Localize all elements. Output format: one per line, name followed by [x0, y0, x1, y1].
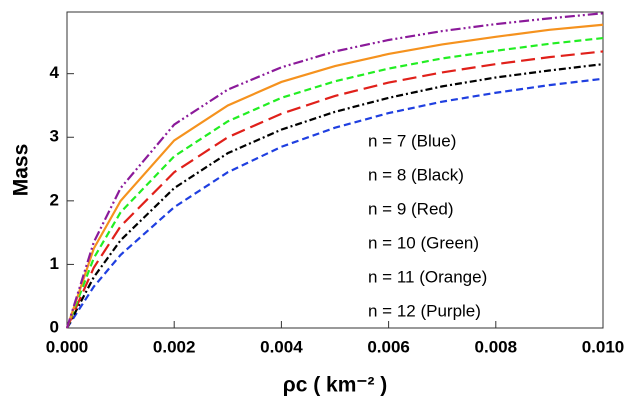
x-axis-label: ρc ( km⁻² ) — [283, 374, 388, 397]
legend-entry: n = 11 (Orange) — [368, 267, 487, 286]
y-tick-label: 4 — [50, 63, 60, 82]
legend-entry: n = 10 (Green) — [368, 233, 479, 252]
series-line — [66, 63, 604, 329]
series-line — [65, 36, 604, 329]
legend-entry: n = 8 (Black) — [368, 165, 464, 184]
x-tick-label: 0.006 — [367, 337, 410, 356]
legend-entry: n = 7 (Blue) — [368, 131, 456, 150]
plot-frame — [66, 11, 604, 329]
x-tick-label: 0.008 — [475, 337, 518, 356]
series-line — [65, 50, 604, 329]
x-tick-label: 0.002 — [153, 337, 196, 356]
y-tick-label: 3 — [50, 127, 59, 146]
x-tick-label: 0.000 — [46, 337, 89, 356]
y-tick-label: 0 — [50, 317, 59, 336]
y-axis-label: Mass — [10, 144, 33, 197]
series-line — [65, 12, 604, 329]
y-tick-label: 2 — [50, 190, 59, 209]
y-tick-label: 1 — [50, 254, 59, 273]
series-line — [66, 77, 604, 329]
series-line — [65, 23, 604, 329]
x-tick-label: 0.010 — [582, 337, 625, 356]
legend-entry: n = 12 (Purple) — [368, 301, 481, 320]
x-tick-label: 0.004 — [260, 337, 303, 356]
legend-entry: n = 9 (Red) — [368, 199, 454, 218]
